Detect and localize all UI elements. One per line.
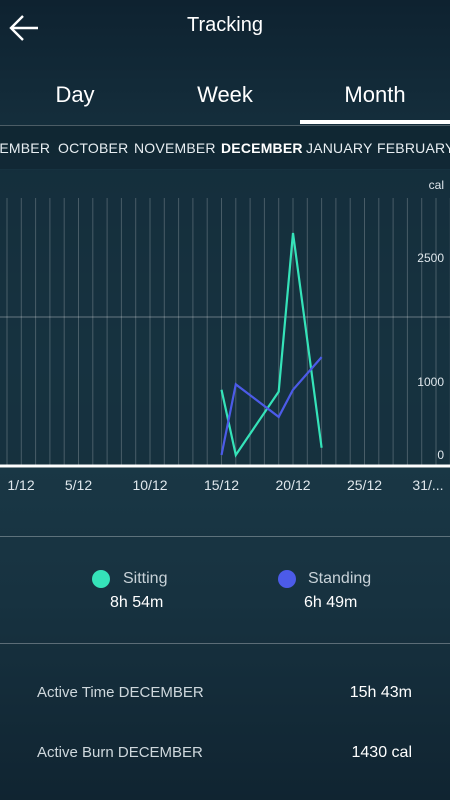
period-tabs: Day Week Month [0,70,450,126]
stat-active-burn: Active Burn DECEMBER 1430 cal [0,734,450,774]
x-tick-label: 25/12 [346,477,383,493]
x-tick-label: 20/12 [275,477,311,493]
x-axis: 1/12 5/12 10/12 15/12 20/12 25/12 31/... [0,468,450,504]
x-tick-label: 1/12 [7,477,35,493]
month-item-september[interactable]: SEPTEMBER [0,140,51,156]
month-item-november[interactable]: NOVEMBER [134,140,216,156]
tab-month[interactable]: Month [300,70,450,124]
arrow-left-icon[interactable] [6,8,46,48]
activity-chart: cal 2500 1000 0 [0,170,450,468]
top-bar: Tracking [0,0,450,56]
chart-plot: cal 2500 1000 0 [0,178,450,468]
tab-day[interactable]: Day [55,82,95,107]
series-line-standing [220,356,323,456]
legend-standing: Standing 6h 49m [278,568,450,618]
sitting-dot-icon [92,570,110,588]
stat-active-time: Active Time DECEMBER 15h 43m [0,674,450,714]
month-item-january[interactable]: JANUARY [306,140,373,156]
page-title: Tracking [187,14,263,36]
x-tick-label: 5/12 [64,477,93,493]
month-item-october[interactable]: OCTOBER [58,140,129,156]
standing-dot-icon [278,570,296,588]
month-item-december[interactable]: DECEMBER [221,140,303,156]
stat-value: 15h 43m [349,684,412,701]
legend-value: 8h 54m [110,594,164,611]
stat-label: Active Time DECEMBER [37,684,204,701]
tab-week[interactable]: Week [197,82,253,107]
legend-label: Standing [308,570,372,587]
divider [0,643,450,644]
stat-value: 1430 cal [351,744,413,761]
back-button[interactable] [6,8,46,48]
divider [0,536,450,537]
month-item-february[interactable]: FEBRUARY [377,140,450,156]
y-unit-label: cal [429,178,444,192]
x-tick-label: 31/... [412,477,444,493]
y-tick-label: 2500 [417,251,444,265]
month-selector[interactable]: SEPTEMBER OCTOBER NOVEMBER DECEMBER JANU… [0,125,450,169]
legend-value: 6h 49m [304,594,358,611]
series-line-sitting [220,232,323,458]
x-tick-label: 10/12 [132,477,168,493]
stat-label: Active Burn DECEMBER [37,744,203,761]
legend-label: Sitting [123,570,168,587]
y-tick-label: 0 [437,448,444,462]
x-tick-label: 15/12 [203,477,240,493]
y-tick-label: 1000 [417,375,444,389]
legend-sitting: Sitting 8h 54m [92,568,272,618]
